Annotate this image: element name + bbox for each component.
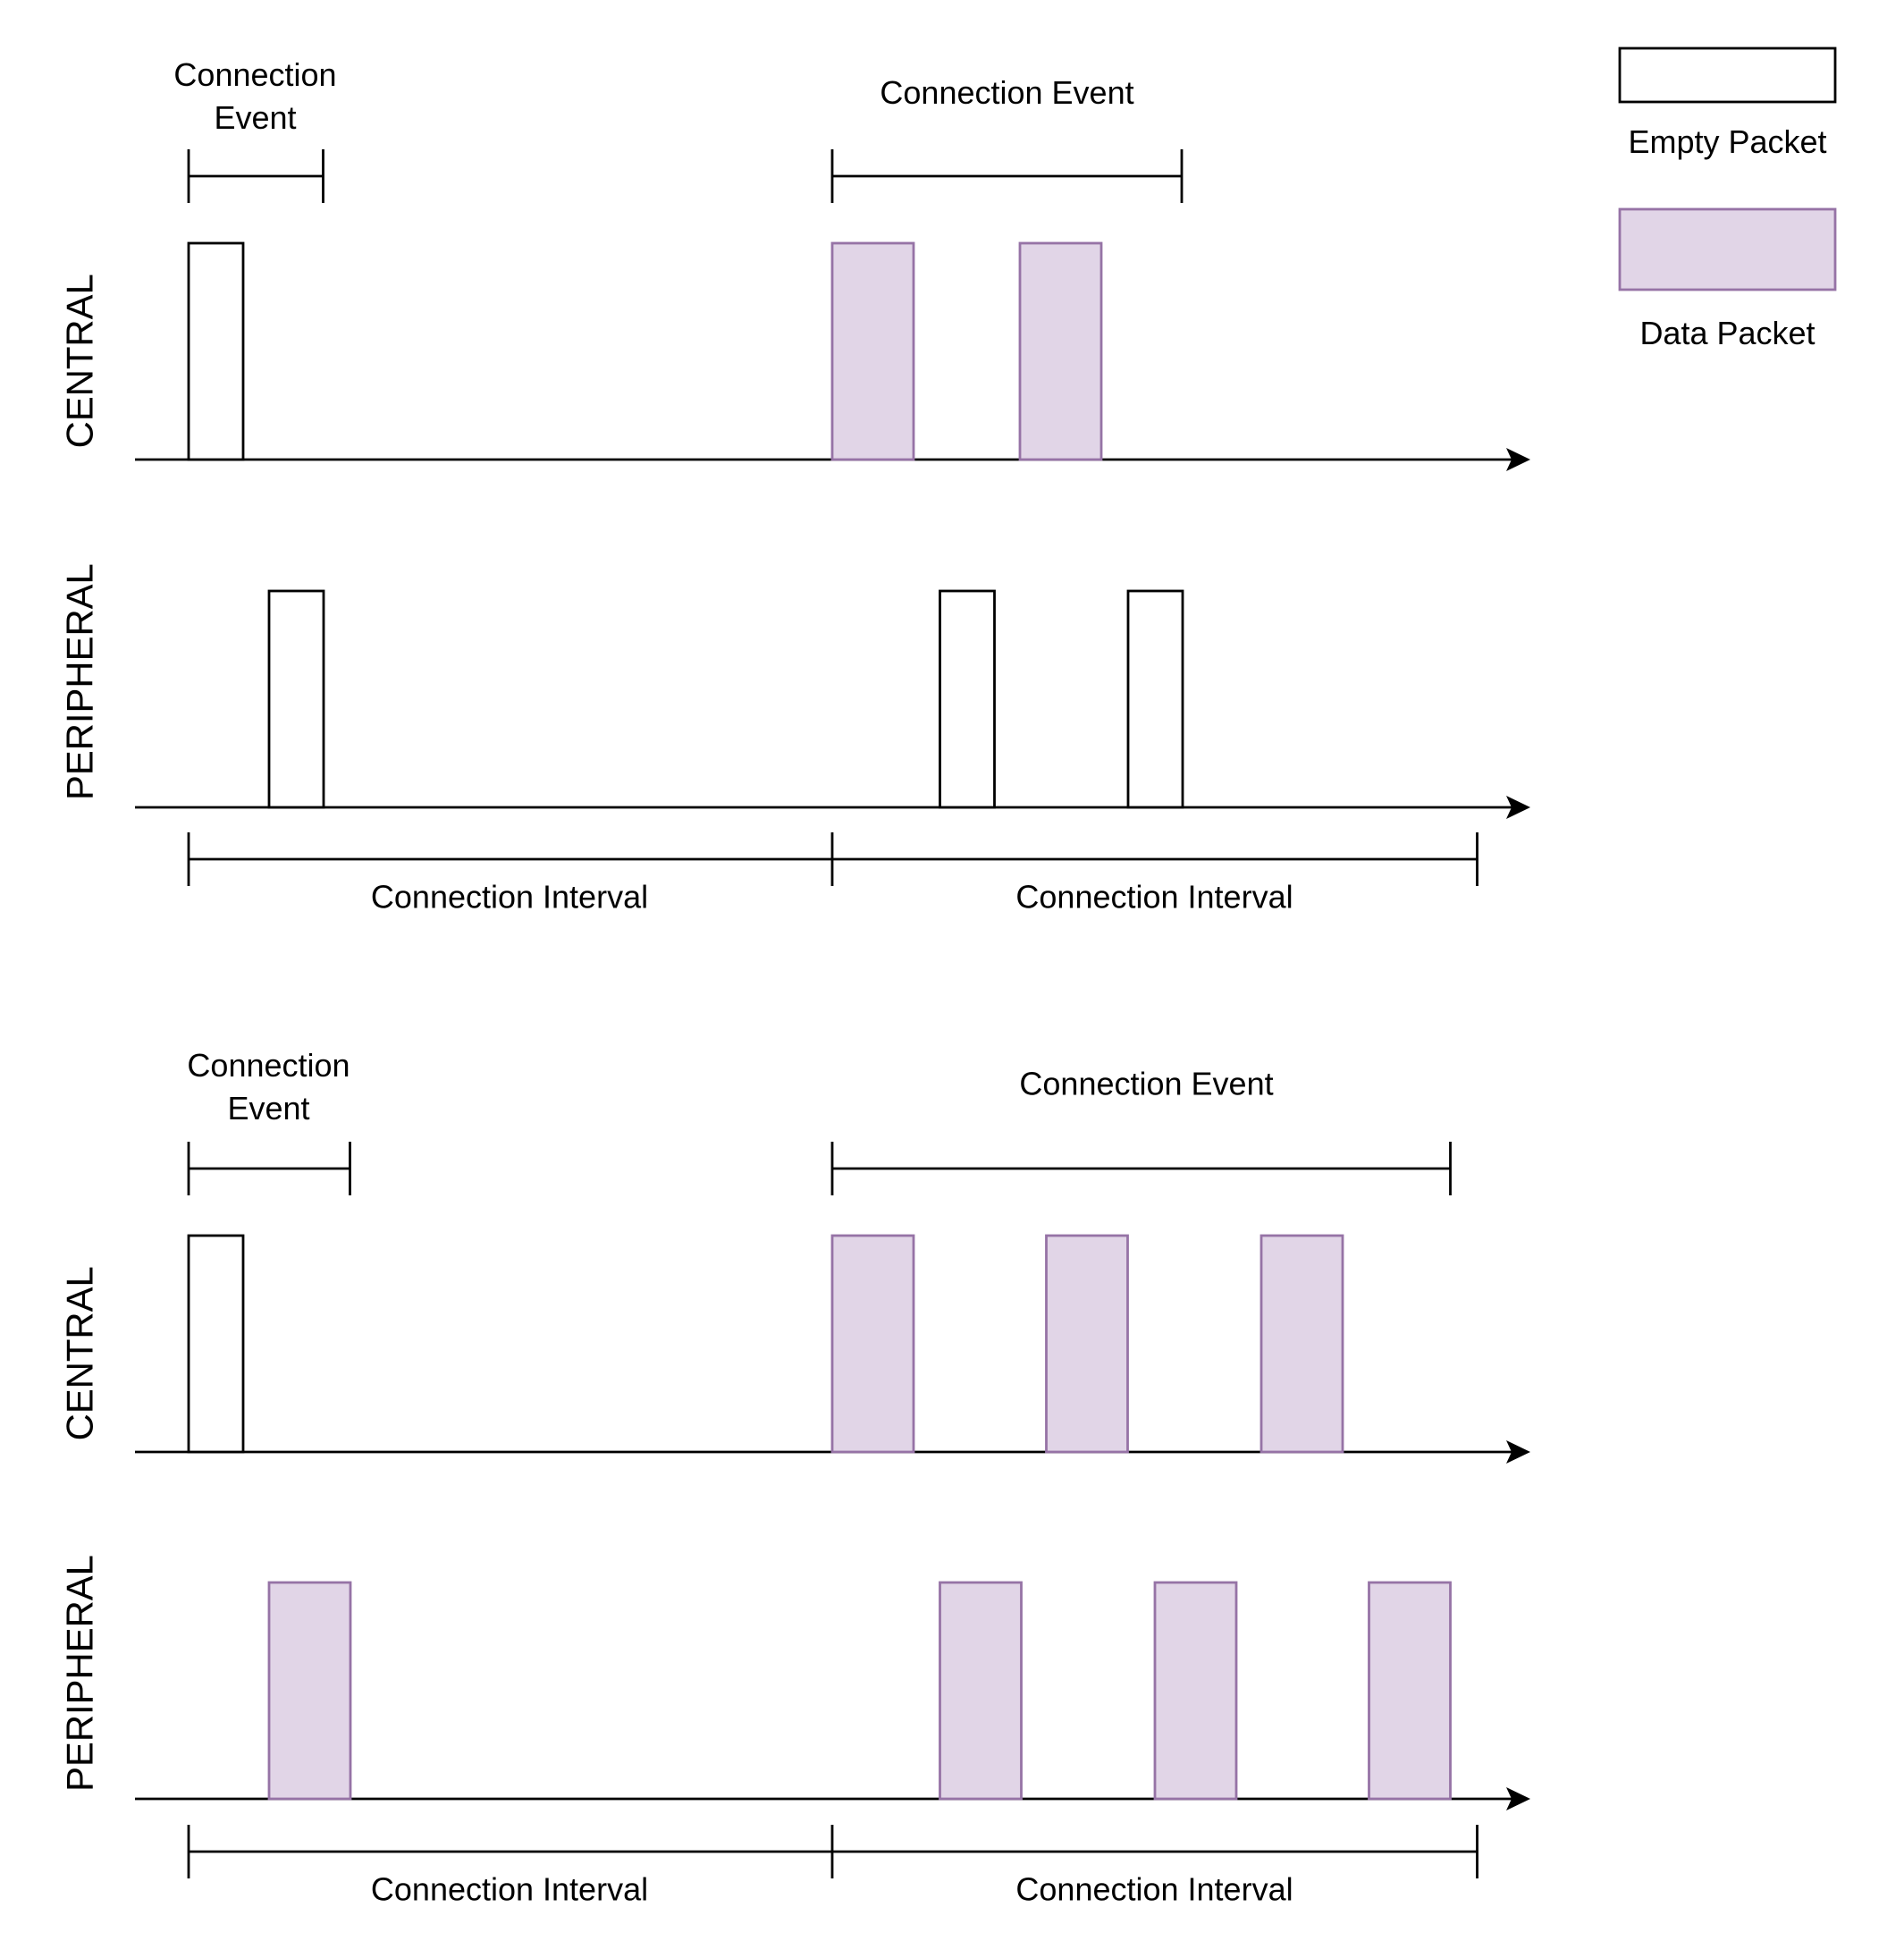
svg-text:Data Packet: Data Packet <box>1639 315 1815 351</box>
svg-text:Event: Event <box>227 1090 309 1127</box>
svg-text:Connection Event: Connection Event <box>880 74 1133 111</box>
svg-text:Connection Interval: Connection Interval <box>1015 1871 1293 1908</box>
svg-text:Connection: Connection <box>173 56 336 93</box>
svg-text:CENTRAL: CENTRAL <box>59 274 101 448</box>
svg-text:CENTRAL: CENTRAL <box>59 1266 101 1440</box>
svg-text:Event: Event <box>214 99 296 136</box>
svg-text:PERIPHERAL: PERIPHERAL <box>59 563 101 800</box>
svg-text:Connection Interval: Connection Interval <box>371 879 648 916</box>
svg-text:Connection Interval: Connection Interval <box>371 1871 648 1908</box>
svg-text:Empty Packet: Empty Packet <box>1628 123 1826 160</box>
svg-text:Connection: Connection <box>187 1047 350 1084</box>
svg-text:Connection Event: Connection Event <box>1019 1066 1273 1102</box>
svg-text:PERIPHERAL: PERIPHERAL <box>59 1555 101 1792</box>
svg-text:Connection Interval: Connection Interval <box>1015 879 1293 916</box>
